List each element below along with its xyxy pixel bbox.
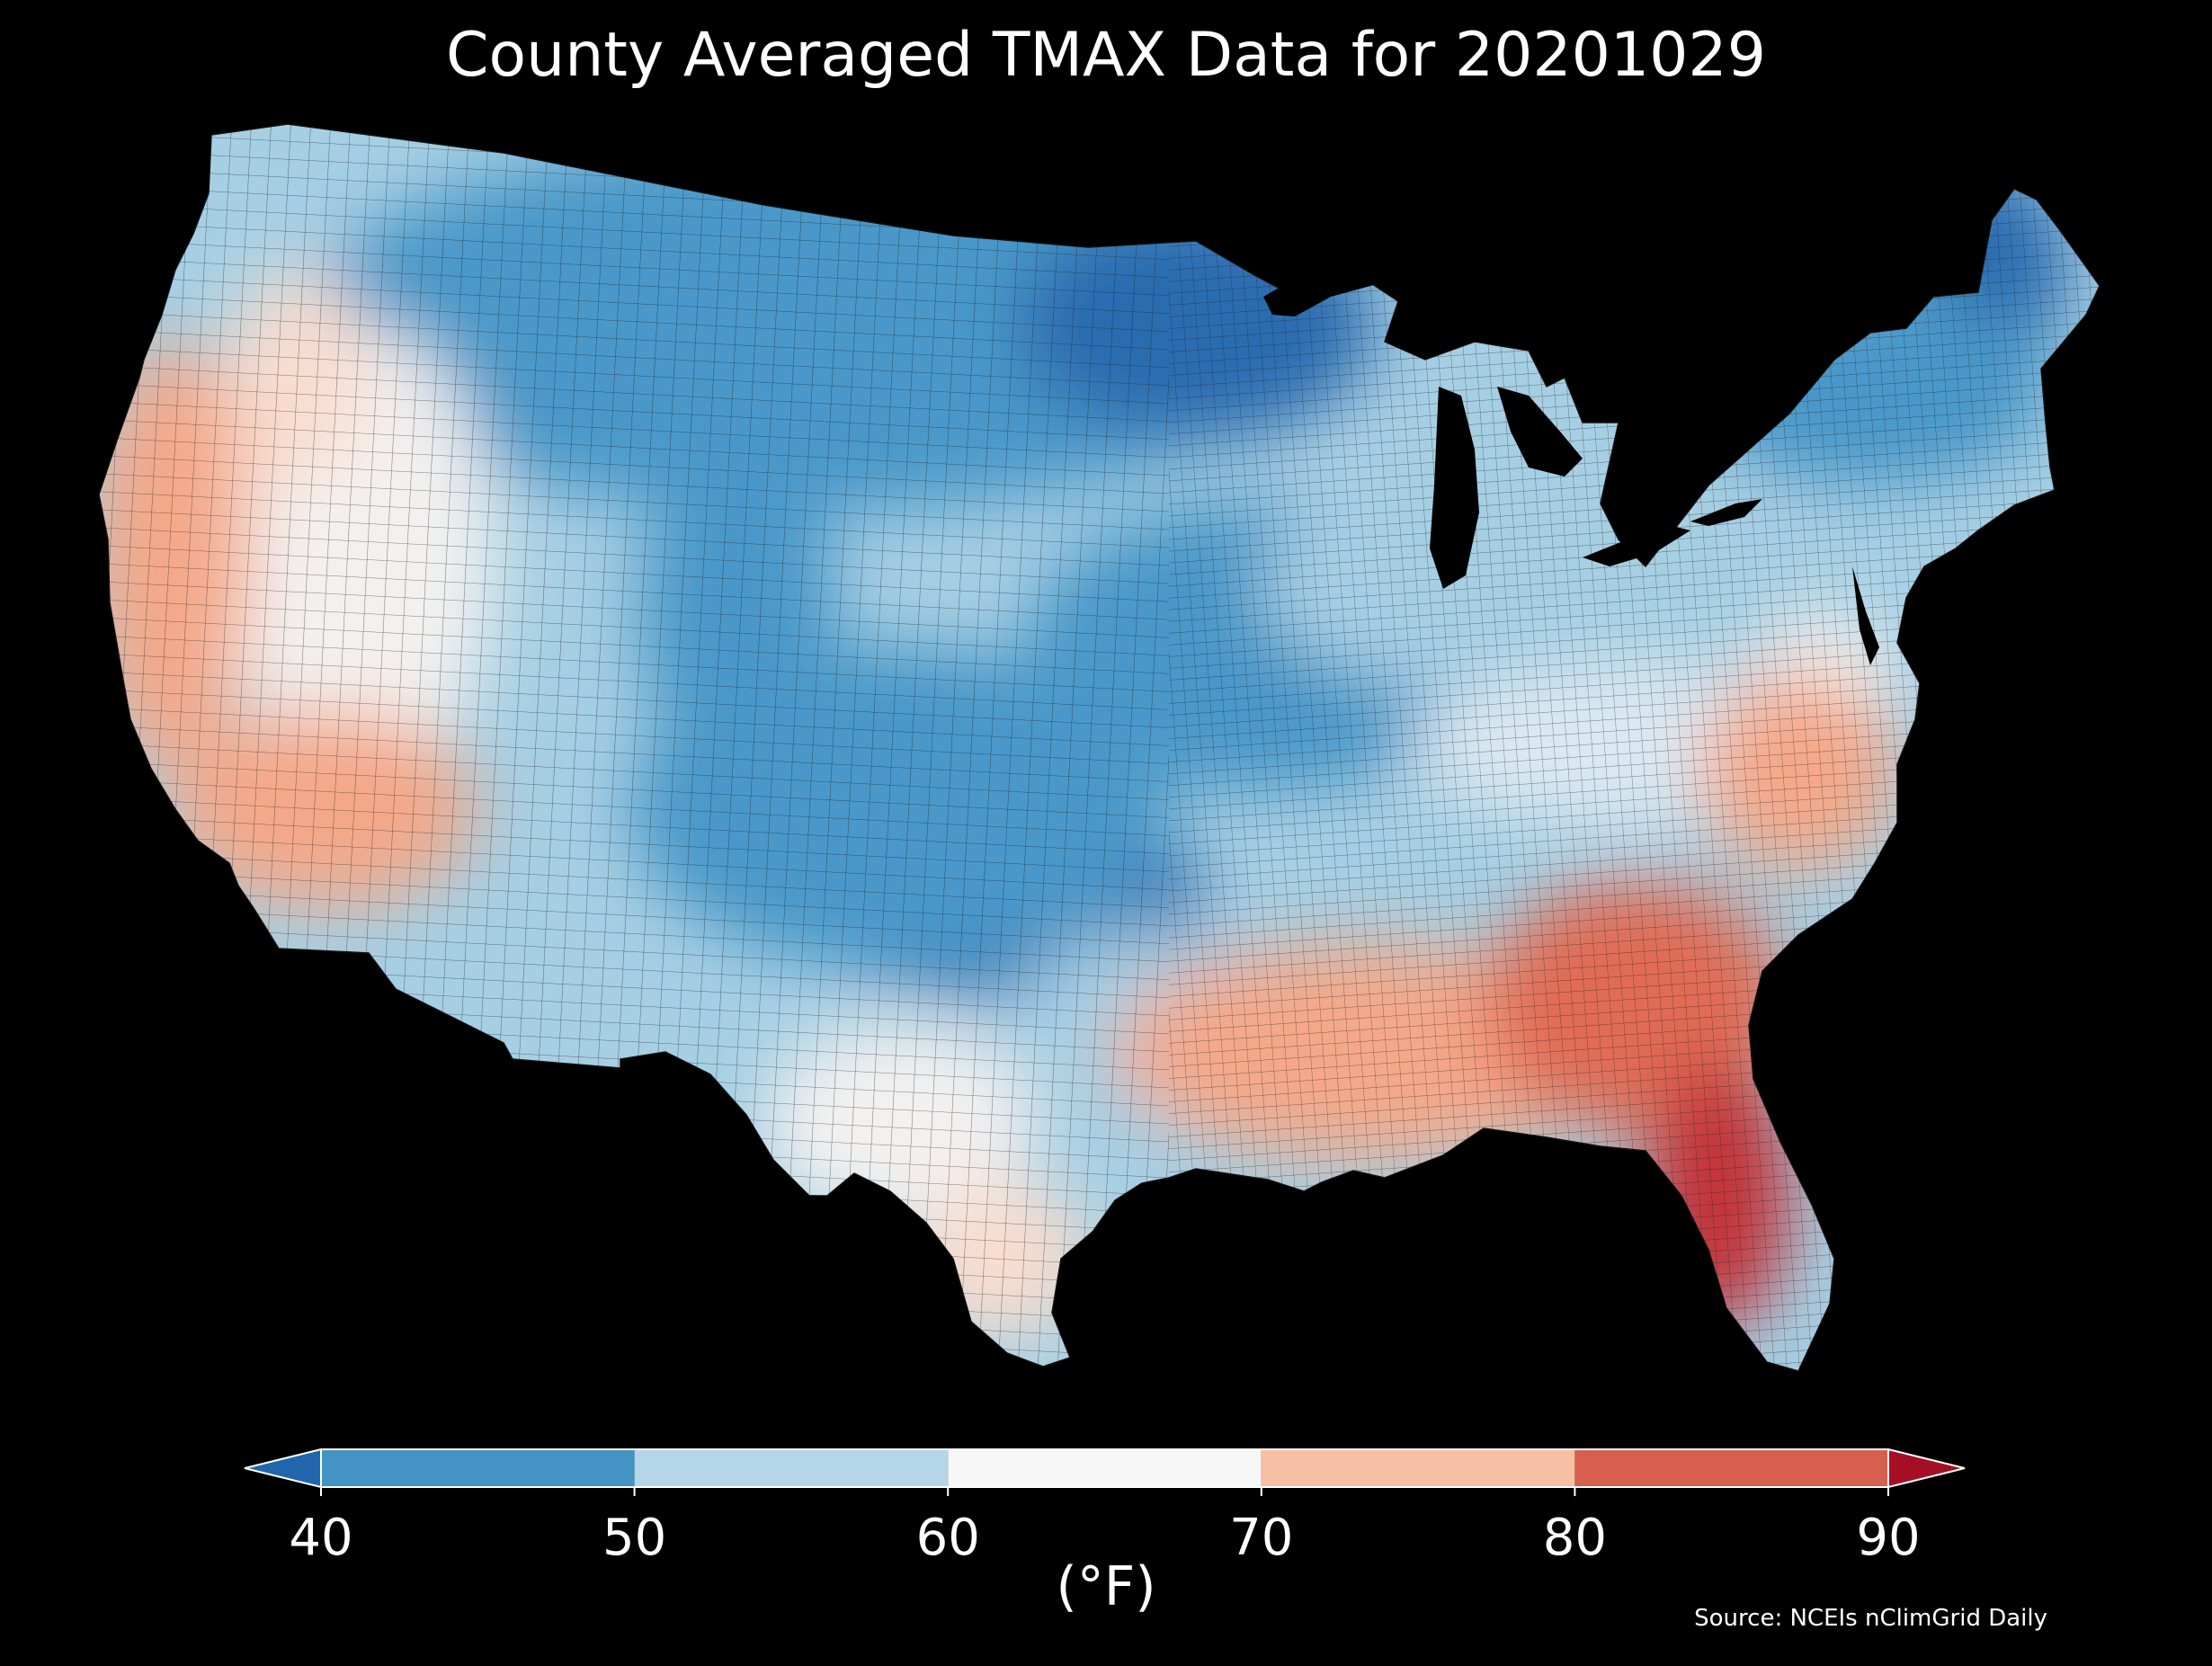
colorbar-tick-label: 90 — [1856, 1509, 1920, 1567]
colorbar-over-arrow — [1887, 1448, 1966, 1489]
great-lakes — [1263, 270, 1879, 665]
map-title: County Averaged TMAX Data for 20201029 — [446, 20, 1766, 91]
colorbar-outline — [321, 1448, 1888, 1488]
colorbar-unit-label: (°F) — [1056, 1555, 1156, 1618]
colorbar-bin — [634, 1449, 949, 1487]
colorbar-under-arrow — [244, 1448, 322, 1489]
colorbar-tick-label: 70 — [1229, 1509, 1293, 1567]
colorbar-tick-label: 40 — [289, 1509, 352, 1567]
source-credit: Source: NCEIs nClimGrid Daily — [1694, 1605, 2047, 1632]
colorbar: 40 50 60 70 80 90 — [244, 1448, 1966, 1567]
colorbar-bin — [1574, 1449, 1888, 1487]
colorbar-bin — [1261, 1449, 1575, 1487]
colorbar-bin — [948, 1449, 1262, 1487]
colorbar-tick-label: 50 — [602, 1509, 666, 1567]
colorbar-tick-label: 60 — [916, 1509, 980, 1567]
colorbar-bin — [321, 1449, 635, 1487]
colorbar-tick-label: 80 — [1543, 1509, 1607, 1567]
